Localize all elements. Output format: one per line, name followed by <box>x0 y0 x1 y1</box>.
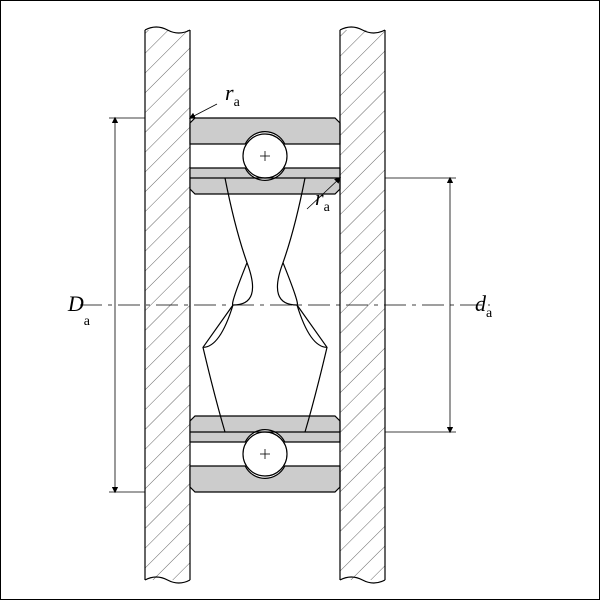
frame <box>1 1 600 600</box>
dimension-ra-outer: ra <box>225 80 241 110</box>
bearing-section-top <box>190 118 340 194</box>
bearing-diagram: Dadarara <box>0 0 600 600</box>
bearing-section-bottom <box>190 416 340 492</box>
dimension-Da: Da <box>67 291 91 329</box>
dimension-da: da <box>475 291 493 321</box>
